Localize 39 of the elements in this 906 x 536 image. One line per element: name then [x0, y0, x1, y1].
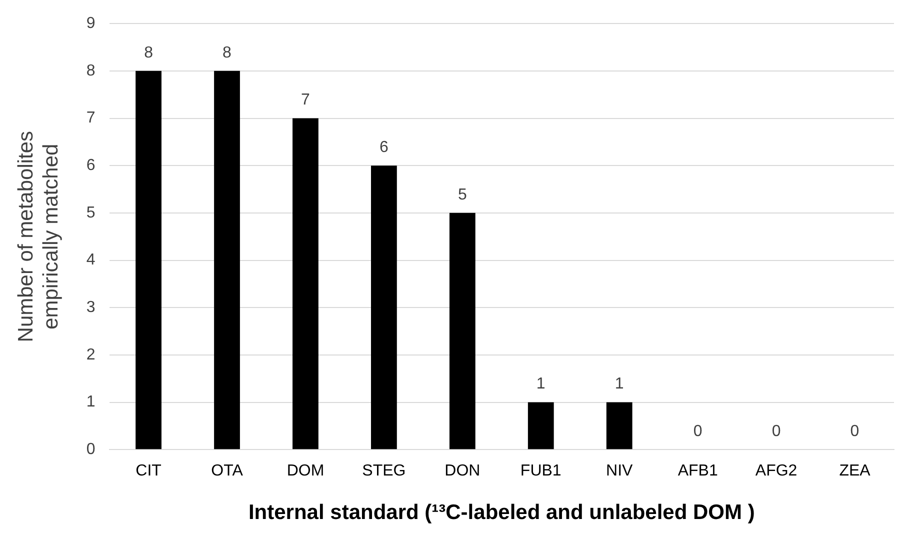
bar	[449, 212, 476, 450]
x-tick-label: AFB1	[678, 462, 718, 480]
y-tick-label: 1	[86, 394, 96, 411]
x-tick-label: DON	[444, 462, 480, 480]
data-label: 8	[222, 44, 232, 62]
y-axis-title: Number of metabolites empirically matched	[14, 130, 63, 342]
y-tick-label: 5	[86, 204, 96, 222]
y-tick-label: 4	[86, 252, 96, 269]
x-axis-title: Internal standard (¹³C-labeled and unlabeled DOM )	[248, 501, 755, 524]
data-label: 5	[458, 186, 467, 204]
y-tick-label: 8	[86, 62, 96, 80]
bar	[292, 118, 318, 450]
x-tick-label: AFG2	[755, 462, 798, 480]
y-tick-label: 6	[86, 157, 96, 174]
x-tick-label: OTA	[211, 462, 244, 480]
y-tick-label: 0	[86, 441, 96, 458]
data-label: 8	[144, 44, 154, 62]
data-label: 7	[301, 92, 310, 109]
bar	[370, 166, 397, 450]
y-tick-label: 9	[86, 15, 96, 32]
data-label: 1	[614, 376, 624, 393]
data-label: 0	[693, 423, 702, 440]
x-tick-label: NIV	[606, 462, 634, 480]
x-tick-label: STEG	[362, 462, 406, 480]
x-tick-label: FUB1	[520, 462, 562, 480]
bar	[136, 70, 162, 450]
y-tick-label: 2	[86, 346, 96, 364]
data-label: 0	[772, 423, 781, 440]
data-label: 1	[536, 376, 546, 393]
x-tick-label: DOM	[286, 462, 324, 480]
data-label: 6	[379, 139, 388, 156]
bar	[214, 70, 240, 450]
data-label: 0	[850, 423, 860, 440]
x-tick-label: CIT	[136, 462, 162, 480]
x-tick-label: ZEA	[839, 462, 871, 480]
bar	[606, 402, 632, 450]
bar	[528, 402, 554, 450]
y-tick-label: 7	[86, 110, 96, 127]
y-tick-label: 3	[86, 299, 96, 316]
